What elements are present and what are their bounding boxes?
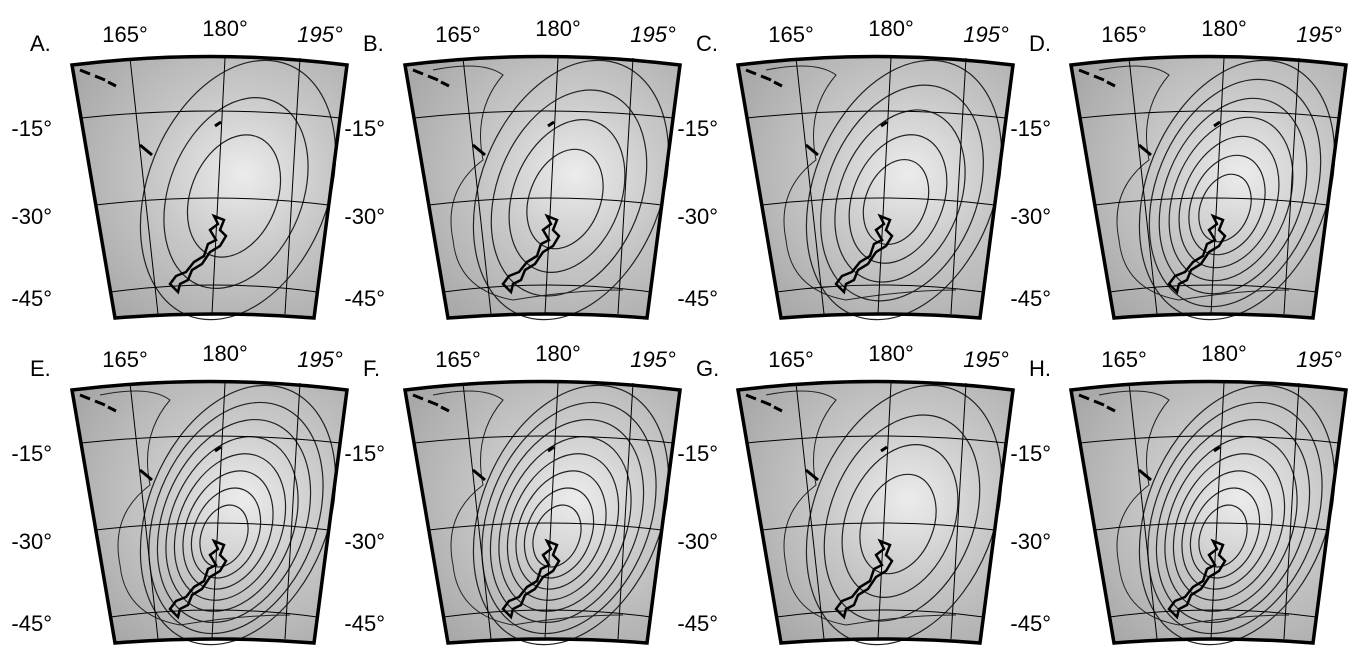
- latitude-label: -45°: [344, 611, 385, 636]
- panel-label: F.: [363, 356, 380, 381]
- map-background: [738, 382, 1013, 644]
- map-panel: B. 165° 180° 195° -15° -30° -45°: [344, 16, 705, 349]
- longitude-label: 180°: [202, 341, 248, 366]
- latitude-label: -30°: [11, 204, 52, 229]
- longitude-label: 165°: [768, 22, 814, 47]
- longitude-label: 180°: [868, 16, 914, 41]
- latitude-label: -15°: [1010, 441, 1051, 466]
- latitude-label: -45°: [677, 611, 718, 636]
- panel-label: G.: [696, 356, 719, 381]
- longitude-label: 165°: [102, 22, 148, 47]
- panel-label: B.: [363, 31, 384, 56]
- longitude-label: 180°: [868, 341, 914, 366]
- latitude-label: -15°: [677, 441, 718, 466]
- latitude-label: -15°: [344, 116, 385, 141]
- longitude-label: 195°: [297, 347, 343, 372]
- latitude-label: -15°: [1010, 116, 1051, 141]
- latitude-label: -45°: [677, 286, 718, 311]
- latitude-label: -30°: [1010, 529, 1051, 554]
- panel-label: A.: [30, 31, 51, 56]
- latitude-label: -15°: [11, 116, 52, 141]
- latitude-label: -30°: [1010, 204, 1051, 229]
- latitude-label: -45°: [11, 286, 52, 311]
- latitude-label: -30°: [11, 529, 52, 554]
- latitude-label: -30°: [677, 204, 718, 229]
- map-background: [72, 57, 347, 319]
- map-background: [405, 57, 680, 319]
- longitude-label: 195°: [297, 22, 343, 47]
- panel-label: E.: [30, 356, 51, 381]
- longitude-label: 195°: [963, 347, 1009, 372]
- longitude-label: 165°: [1101, 22, 1147, 47]
- longitude-label: 165°: [435, 347, 481, 372]
- map-panel: E. 165° 180° 195° -15° -30° -45°: [11, 341, 372, 654]
- latitude-label: -15°: [677, 116, 718, 141]
- latitude-label: -45°: [1010, 286, 1051, 311]
- map-background: [738, 57, 1013, 319]
- longitude-label: 195°: [1296, 22, 1342, 47]
- longitude-label: 180°: [202, 16, 248, 41]
- longitude-label: 180°: [535, 341, 581, 366]
- map-background: [1071, 382, 1346, 644]
- longitude-label: 180°: [1201, 16, 1247, 41]
- longitude-label: 180°: [1201, 341, 1247, 366]
- map-panel: A. 165° 180° 195° -15° -30° -45°: [11, 16, 372, 349]
- longitude-label: 165°: [435, 22, 481, 47]
- map-panel: C. 165° 180° 195° -15° -30° -45°: [677, 16, 1038, 349]
- longitude-label: 195°: [963, 22, 1009, 47]
- latitude-label: -15°: [11, 441, 52, 466]
- map-background: [405, 382, 680, 644]
- longitude-label: 165°: [102, 347, 148, 372]
- latitude-label: -30°: [344, 529, 385, 554]
- longitude-label: 195°: [630, 347, 676, 372]
- panel-label: D.: [1029, 31, 1051, 56]
- latitude-label: -45°: [11, 611, 52, 636]
- map-background: [72, 382, 347, 644]
- map-panel: F. 165° 180° 195° -15° -30° -45°: [344, 341, 705, 654]
- latitude-label: -45°: [1010, 611, 1051, 636]
- panel-label: H.: [1029, 356, 1051, 381]
- panel-label: C.: [696, 31, 718, 56]
- latitude-label: -15°: [344, 441, 385, 466]
- map-panel: D. 165° 180° 195° -15° -30° -45°: [1010, 16, 1356, 349]
- map-panel: H. 165° 180° 195° -15° -30° -45°: [1010, 341, 1356, 654]
- latitude-label: -45°: [344, 286, 385, 311]
- longitude-label: 180°: [535, 16, 581, 41]
- longitude-label: 165°: [1101, 347, 1147, 372]
- longitude-label: 195°: [1296, 347, 1342, 372]
- latitude-label: -30°: [344, 204, 385, 229]
- map-panel: G. 165° 180° 195° -15° -30° -45°: [677, 341, 1038, 654]
- longitude-label: 195°: [630, 22, 676, 47]
- longitude-label: 165°: [768, 347, 814, 372]
- figure: A. 165° 180° 195° -15° -30° -45° B. 165° 180° 195°…: [0, 0, 1356, 654]
- latitude-label: -30°: [677, 529, 718, 554]
